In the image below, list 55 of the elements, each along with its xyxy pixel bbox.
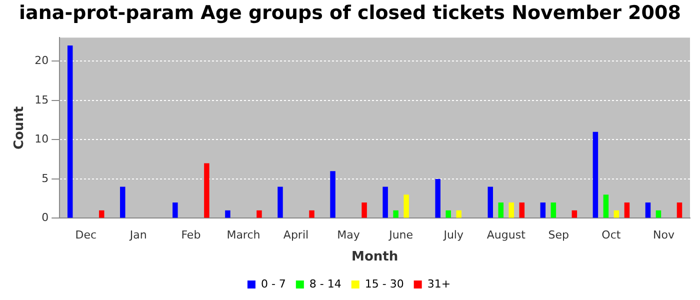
y-tick-label: 5 <box>42 172 49 185</box>
bar <box>330 171 336 218</box>
bar <box>435 178 440 218</box>
x-tick-label: March <box>226 228 260 242</box>
legend-label: 31+ <box>427 277 451 290</box>
bar <box>488 186 493 218</box>
x-axis-title: Month <box>352 250 398 265</box>
bar <box>519 202 525 218</box>
bar <box>172 202 178 218</box>
x-tick-label: July <box>442 228 464 242</box>
bar <box>225 210 230 218</box>
bar <box>550 202 556 218</box>
y-tick-label: 15 <box>34 93 49 106</box>
legend-label: 8 - 14 <box>309 277 342 290</box>
y-tick-label: 20 <box>34 54 49 68</box>
bar <box>99 210 104 218</box>
bar <box>278 186 283 218</box>
bar <box>204 163 210 218</box>
bar <box>393 210 398 218</box>
bar <box>498 202 504 218</box>
y-axis-title: Count <box>12 106 28 150</box>
x-tick-label: Oct <box>602 228 622 242</box>
bar <box>603 194 609 218</box>
x-tick-label: June <box>388 228 414 242</box>
bar <box>67 45 73 218</box>
x-tick-label: Feb <box>181 228 201 242</box>
bar <box>508 202 514 218</box>
bar <box>120 186 126 218</box>
bar <box>309 210 314 218</box>
x-tick-label: May <box>337 228 360 242</box>
x-tick-label: August <box>486 228 526 242</box>
chart-title: iana-prot-param Age groups of closed tickets November 2008 <box>18 2 682 24</box>
bar <box>362 202 367 218</box>
x-tick-label: Sep <box>548 228 570 242</box>
bar <box>624 202 630 218</box>
bar <box>256 210 262 218</box>
bar <box>645 202 651 218</box>
bar <box>614 210 620 218</box>
bar <box>656 210 662 218</box>
bar <box>676 202 682 218</box>
bar <box>404 194 409 218</box>
bar <box>540 202 546 218</box>
bar <box>572 210 578 218</box>
x-tick-label: Dec <box>75 228 97 242</box>
legend-label: 0 - 7 <box>260 277 286 290</box>
legend-label: 15 - 30 <box>364 277 404 290</box>
x-tick-label: April <box>283 228 309 242</box>
bar <box>456 210 462 218</box>
x-tick-label: Nov <box>653 228 675 242</box>
bar <box>446 210 451 218</box>
x-tick-label: Jan <box>128 228 147 242</box>
y-tick-label: 0 <box>42 211 49 224</box>
bar <box>382 186 388 218</box>
y-tick-label: 10 <box>34 132 49 146</box>
bar <box>592 132 598 218</box>
